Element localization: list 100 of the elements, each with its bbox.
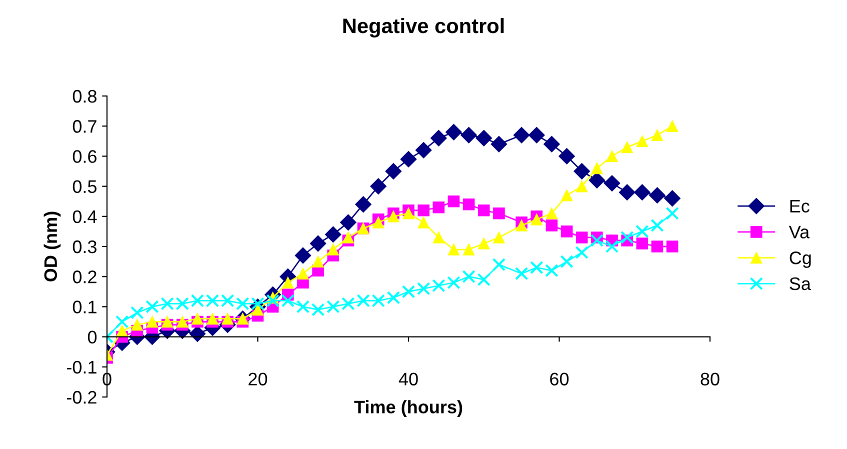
point [666, 120, 678, 132]
point [386, 291, 400, 304]
point [620, 230, 634, 244]
point [604, 175, 620, 192]
point [446, 124, 462, 140]
point [636, 238, 648, 250]
point [415, 142, 432, 158]
point [297, 268, 309, 280]
point [432, 279, 446, 292]
point [326, 300, 340, 314]
point [576, 180, 588, 192]
x-tick-label: 20 [248, 372, 268, 386]
point [462, 244, 475, 256]
point [432, 232, 445, 244]
point [591, 162, 603, 174]
point [478, 204, 490, 216]
x-axis-title: Time (hours) [354, 400, 462, 417]
point [530, 214, 543, 226]
point [621, 141, 633, 154]
legend-label: Cg [790, 251, 811, 268]
point [192, 312, 204, 325]
x-tick-label: 60 [550, 372, 569, 386]
point [478, 238, 490, 250]
point [560, 189, 573, 202]
point [355, 196, 372, 213]
point [576, 232, 588, 244]
point [476, 130, 492, 146]
point [545, 264, 558, 278]
point [649, 187, 666, 204]
point [416, 282, 430, 296]
point [418, 216, 430, 228]
point [544, 136, 560, 152]
point [618, 184, 636, 201]
legend-label: Va [788, 226, 810, 238]
point [460, 126, 478, 144]
y-tick-label: 0.2 [72, 270, 96, 284]
point [342, 297, 355, 310]
point [146, 316, 158, 328]
point [294, 247, 312, 264]
y-axis-title: OD (nm) [44, 212, 61, 282]
point [448, 244, 460, 256]
x-tick-label: 40 [398, 372, 418, 386]
point [546, 220, 558, 232]
point [402, 285, 416, 298]
point [636, 135, 648, 148]
point [340, 214, 356, 231]
y-tick-label: 0.7 [72, 120, 96, 133]
point [206, 312, 218, 325]
legend-label: Sa [790, 277, 811, 290]
legend-label: Ec [790, 200, 810, 213]
point [590, 234, 604, 248]
point [402, 207, 414, 220]
point [493, 207, 505, 220]
point [666, 240, 678, 252]
point [513, 126, 530, 144]
point [651, 240, 664, 252]
point [558, 148, 575, 164]
point [492, 258, 506, 272]
point [462, 198, 475, 210]
point [312, 256, 324, 268]
point [130, 306, 144, 320]
point [447, 276, 460, 290]
point [430, 130, 447, 146]
y-tick-label: -0.2 [66, 390, 96, 404]
y-tick-label: 0.3 [72, 240, 96, 254]
point [574, 163, 590, 180]
point [493, 232, 505, 244]
point [516, 220, 528, 232]
point [666, 206, 679, 220]
point [560, 226, 573, 238]
point [176, 316, 188, 328]
point [634, 184, 650, 201]
point [477, 273, 490, 286]
point [606, 150, 618, 162]
point [575, 246, 588, 260]
point [636, 224, 649, 238]
point [327, 244, 340, 256]
point [115, 315, 129, 328]
point [222, 312, 234, 325]
point [372, 216, 384, 228]
y-tick-label: 0 [88, 330, 97, 344]
point [462, 270, 476, 284]
point [342, 232, 354, 244]
point [282, 276, 294, 289]
point [530, 260, 544, 274]
point [650, 218, 664, 232]
point [324, 226, 342, 243]
y-tick-label: 0.4 [72, 210, 97, 224]
point [370, 178, 387, 195]
chart-title: Negative control [343, 18, 504, 38]
point [388, 210, 400, 222]
point [146, 300, 159, 314]
point [310, 235, 326, 252]
y-tick-label: 0.1 [72, 300, 96, 314]
y-tick-label: 0.6 [72, 150, 96, 163]
y-tick-label: 0.5 [72, 180, 97, 194]
point [651, 129, 664, 142]
y-tick-label: -0.1 [66, 360, 96, 374]
point [490, 136, 508, 152]
point [252, 304, 264, 316]
